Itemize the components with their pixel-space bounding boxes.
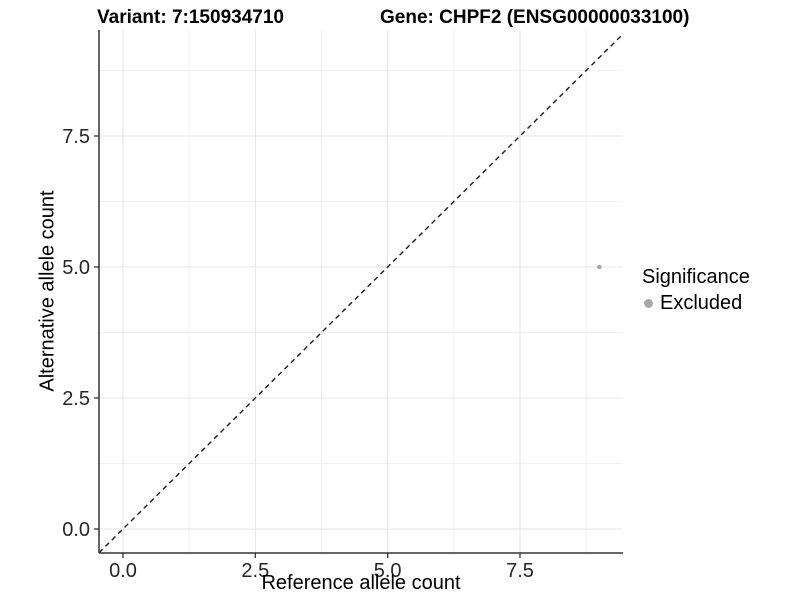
x-tick-label: 7.5 xyxy=(506,560,534,582)
identity-line xyxy=(98,33,624,554)
x-tick-label: 5.0 xyxy=(374,560,402,582)
data-point xyxy=(597,264,602,270)
y-tick-label: 7.5 xyxy=(62,126,90,148)
legend-title: Significance xyxy=(642,266,750,288)
legend-point-icon xyxy=(644,299,653,308)
plot-title-variant: Variant: 7:150934710 xyxy=(97,7,284,28)
legend-entry-label: Excluded xyxy=(660,292,743,314)
y-tick-label: 5.0 xyxy=(62,257,90,279)
y-tick-label: 0.0 xyxy=(62,519,90,541)
legend-entry-excluded: Excluded xyxy=(642,292,750,315)
plot-title-gene: Gene: CHPF2 (ENSG00000033100) xyxy=(380,7,690,28)
y-tick-label: 2.5 xyxy=(62,388,90,410)
x-tick-label: 0.0 xyxy=(109,560,137,582)
x-axis-title: Reference allele count xyxy=(261,572,461,594)
legend: Significance Excluded xyxy=(642,266,750,315)
y-axis-title: Alternative allele count xyxy=(36,190,59,392)
x-tick-label: 2.5 xyxy=(241,560,269,582)
